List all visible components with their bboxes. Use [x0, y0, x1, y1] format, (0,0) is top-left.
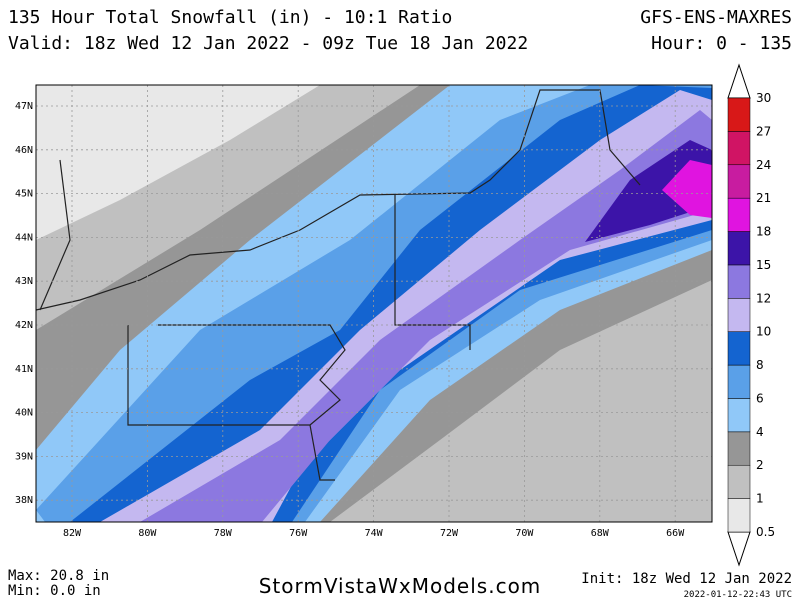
map	[36, 85, 712, 522]
colorbar-swatch	[727, 264, 751, 299]
map-frame	[35, 84, 713, 523]
border-line	[309, 424, 335, 481]
lon-label: 82W	[63, 528, 82, 539]
colorbar-label: 8	[756, 358, 764, 372]
map-field	[36, 85, 320, 240]
colorbar-swatch	[727, 97, 751, 132]
colorbar-label: 21	[756, 191, 771, 205]
colorbar-label: 15	[756, 258, 771, 272]
colorbar-label: 27	[756, 124, 771, 138]
lat-label: 40N	[15, 408, 33, 419]
colorbar-swatch	[727, 131, 751, 166]
border-line	[39, 159, 71, 311]
lon-label: 68W	[591, 528, 610, 539]
colorbar-label: 12	[756, 291, 771, 305]
map-field	[140, 110, 712, 522]
borders	[36, 89, 641, 481]
colorbar-swatch	[727, 364, 751, 399]
colorbar-label: 18	[756, 225, 771, 239]
lon-label: 70W	[515, 528, 534, 539]
lon-label: 80W	[138, 528, 157, 539]
title: 135 Hour Total Snowfall (in) - 10:1 Rati…	[8, 7, 452, 28]
model-name: GFS-ENS-MAXRES	[640, 7, 792, 28]
colorbar-swatch	[727, 331, 751, 366]
colorbar-swatch	[727, 431, 751, 466]
map-field	[662, 160, 712, 218]
lon-label: 74W	[365, 528, 384, 539]
colorbar-swatch	[727, 164, 751, 199]
site-name: StormVistaWxModels.com	[259, 574, 542, 598]
min-value: Min: 0.0 in	[8, 583, 101, 599]
hour-range: Hour: 0 - 135	[651, 33, 792, 54]
border-line	[127, 324, 346, 426]
map-field	[585, 140, 712, 242]
max-value: Max: 20.8 in	[8, 568, 109, 584]
colorbar-swatch	[727, 231, 751, 266]
colorbar-swatch	[727, 498, 751, 533]
map-field	[100, 90, 712, 522]
colorbar-label: 4	[756, 425, 764, 439]
lat-label: 45N	[15, 189, 33, 200]
lat-label: 47N	[15, 101, 33, 112]
colorbar-swatch	[727, 464, 751, 499]
colorbar-label: 6	[756, 391, 764, 405]
colorbar-label: 30	[756, 91, 771, 105]
init-time: Init: 18z Wed 12 Jan 2022	[581, 571, 792, 587]
border-line	[36, 89, 641, 311]
colorbar-label: 10	[756, 325, 771, 339]
colorbar-swatch	[727, 197, 751, 232]
lat-label: 39N	[15, 451, 33, 462]
colorbar-label: 1	[756, 492, 764, 506]
lon-label: 72W	[440, 528, 459, 539]
lat-label: 42N	[15, 320, 33, 331]
lon-label: 78W	[214, 528, 233, 539]
lat-label: 46N	[15, 145, 33, 156]
valid-time: Valid: 18z Wed 12 Jan 2022 - 09z Tue 18 …	[8, 33, 528, 54]
lat-label: 44N	[15, 232, 33, 243]
lat-label: 38N	[15, 495, 33, 506]
lat-label: 41N	[15, 364, 33, 375]
lon-label: 66W	[666, 528, 685, 539]
colorbar-swatch	[727, 298, 751, 332]
colorbar-label: 24	[756, 158, 771, 172]
timestamp: 2022-01-12-22:43 UTC	[684, 590, 792, 600]
colorbar-label: 2	[756, 458, 764, 472]
colorbar-label: 0.5	[756, 525, 775, 539]
lon-label: 76W	[289, 528, 308, 539]
colorbar-swatch	[727, 398, 751, 433]
lat-label: 43N	[15, 276, 33, 287]
